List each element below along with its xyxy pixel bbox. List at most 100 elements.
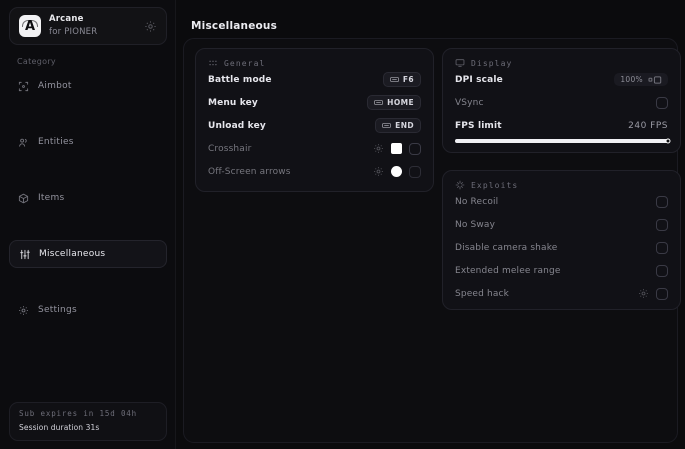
row-no-sway: No Sway: [443, 213, 680, 236]
session-duration: Session duration 31s: [19, 423, 100, 432]
panel-display-title: Display: [471, 58, 513, 68]
keyboard-icon: [382, 123, 391, 128]
app-logo: A: [19, 15, 41, 37]
brand-text: Arcane for PIONER: [49, 14, 144, 37]
row-menu-key: Menu key HOME: [196, 91, 433, 114]
fps-slider-wrap: [443, 137, 680, 144]
fps-slider-fill: [455, 139, 668, 143]
nav-spacer: [9, 156, 167, 184]
row-label: No Sway: [455, 219, 496, 230]
keybind-value: F6: [402, 75, 414, 84]
brand-subtitle: for PIONER: [49, 27, 98, 37]
stepper-icon: [648, 75, 662, 84]
gear-icon[interactable]: [638, 288, 649, 299]
nav-spacer: [9, 212, 167, 240]
sidebar-item-entities[interactable]: Entities: [9, 128, 167, 156]
checkbox-extended-melee-range[interactable]: [656, 264, 668, 277]
row-crosshair: Crosshair: [196, 137, 433, 160]
row-battle-mode: Battle mode F6: [196, 68, 433, 91]
sidebar-item-label: Miscellaneous: [39, 249, 106, 259]
sidebar: A Arcane for PIONER Category Aimbot: [0, 0, 176, 449]
keybind-battle-mode[interactable]: F6: [382, 72, 421, 87]
sidebar-item-miscellaneous[interactable]: Miscellaneous: [9, 240, 167, 268]
row-label: Off-Screen arrows: [208, 166, 291, 177]
nav-spacer: [9, 268, 167, 296]
row-controls: [373, 165, 421, 178]
fps-limit-slider[interactable]: [455, 138, 671, 144]
checkbox-crosshair[interactable]: [409, 142, 421, 155]
content-container: General Battle mode F6: [183, 38, 681, 443]
page-title: Miscellaneous: [191, 20, 278, 32]
panel-exploits: Exploits No Recoil No Sway Disable camer…: [442, 170, 681, 310]
checkbox-offscreen-arrows[interactable]: [409, 165, 421, 178]
row-no-recoil: No Recoil: [443, 190, 680, 213]
row-controls: [373, 142, 421, 155]
users-icon: [19, 138, 27, 147]
dpi-scale-stepper[interactable]: 100%: [614, 73, 668, 86]
row-controls: 100%: [614, 73, 668, 86]
row-label: Speed hack: [455, 288, 509, 299]
nav-spacer: [9, 100, 167, 128]
row-unload-key: Unload key END: [196, 114, 433, 137]
gear-icon[interactable]: [144, 20, 157, 33]
sliders-icon: [20, 249, 30, 259]
row-label: Menu key: [208, 97, 258, 108]
row-label: FPS limit: [455, 120, 502, 131]
row-controls: [638, 287, 668, 300]
main-area: Miscellaneous General Battle mode: [176, 0, 685, 449]
row-label: Battle mode: [208, 74, 272, 85]
row-fps-limit: FPS limit 240 FPS: [443, 114, 680, 137]
subscription-card: Sub expires in 15d 04h Session duration …: [9, 402, 167, 441]
panel-exploits-header: Exploits: [443, 171, 680, 190]
panel-general: General Battle mode F6: [195, 48, 434, 192]
category-label: Category: [17, 57, 56, 66]
checkbox-no-recoil[interactable]: [656, 195, 668, 208]
monitor-icon: [455, 59, 465, 67]
row-controls: HOME: [367, 95, 421, 110]
gear-icon[interactable]: [373, 166, 384, 177]
row-vsync: VSync: [443, 91, 680, 114]
sidebar-item-items[interactable]: Items: [9, 184, 167, 212]
row-label: DPI scale: [455, 74, 503, 85]
box-icon: [18, 193, 29, 203]
keyboard-icon: [374, 100, 383, 105]
keybind-value: HOME: [387, 98, 414, 107]
color-swatch-crosshair[interactable]: [391, 143, 402, 154]
checkbox-disable-camera-shake[interactable]: [656, 241, 668, 254]
sidebar-item-settings[interactable]: Settings: [9, 296, 167, 324]
row-label: Unload key: [208, 120, 266, 131]
row-controls: [656, 96, 668, 109]
brand-title: Arcane: [49, 14, 84, 25]
keybind-menu-key[interactable]: HOME: [367, 95, 421, 110]
row-extended-melee-range: Extended melee range: [443, 259, 680, 282]
row-controls: 240 FPS: [628, 121, 668, 131]
crosshair-icon: [18, 81, 29, 91]
row-disable-camera-shake: Disable camera shake: [443, 236, 680, 259]
row-dpi-scale: DPI scale 100%: [443, 68, 680, 91]
gear-icon: [19, 305, 28, 315]
brand-card[interactable]: A Arcane for PIONER: [9, 7, 167, 45]
sidebar-nav: Aimbot Entities Items: [9, 72, 167, 324]
sidebar-item-label: Items: [38, 193, 65, 203]
sidebar-item-label: Entities: [38, 137, 74, 147]
sidebar-item-aimbot[interactable]: Aimbot: [9, 72, 167, 100]
panel-display: Display DPI scale 100%: [442, 48, 681, 153]
checkbox-no-sway[interactable]: [656, 218, 668, 231]
row-label: Extended melee range: [455, 265, 561, 276]
sidebar-item-label: Aimbot: [38, 81, 72, 91]
gear-icon[interactable]: [373, 143, 384, 154]
keybind-unload-key[interactable]: END: [375, 118, 421, 133]
keybind-value: END: [395, 121, 414, 130]
checkbox-vsync[interactable]: [656, 96, 668, 109]
color-swatch-offscreen-arrows[interactable]: [391, 166, 402, 177]
keyboard-icon: [390, 77, 399, 82]
row-controls: F6: [382, 72, 421, 87]
panel-display-header: Display: [443, 49, 680, 68]
panel-exploits-title: Exploits: [471, 180, 519, 190]
panel-general-header: General: [196, 49, 433, 68]
fps-slider-knob[interactable]: [665, 138, 671, 144]
row-controls: [656, 218, 668, 231]
panel-general-title: General: [224, 58, 266, 68]
checkbox-speed-hack[interactable]: [656, 287, 668, 300]
